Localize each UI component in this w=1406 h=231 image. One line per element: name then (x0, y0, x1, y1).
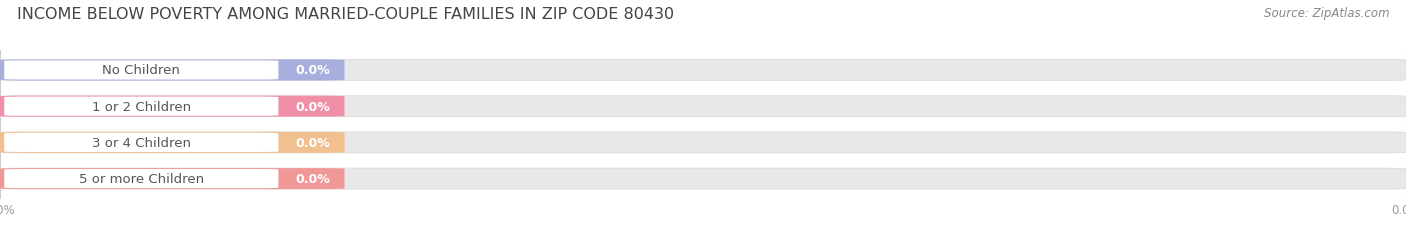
Text: 0.0%: 0.0% (295, 136, 330, 149)
Text: 0.0%: 0.0% (295, 100, 330, 113)
Text: INCOME BELOW POVERTY AMONG MARRIED-COUPLE FAMILIES IN ZIP CODE 80430: INCOME BELOW POVERTY AMONG MARRIED-COUPL… (17, 7, 673, 22)
FancyBboxPatch shape (4, 61, 278, 80)
FancyBboxPatch shape (4, 97, 278, 116)
FancyBboxPatch shape (4, 169, 278, 188)
FancyBboxPatch shape (0, 168, 1406, 189)
FancyBboxPatch shape (0, 60, 1406, 81)
FancyBboxPatch shape (4, 133, 278, 152)
Text: No Children: No Children (103, 64, 180, 77)
FancyBboxPatch shape (0, 96, 1406, 117)
Text: 3 or 4 Children: 3 or 4 Children (91, 136, 191, 149)
Text: 5 or more Children: 5 or more Children (79, 172, 204, 185)
FancyBboxPatch shape (0, 132, 1406, 153)
Text: 0.0%: 0.0% (295, 172, 330, 185)
Text: Source: ZipAtlas.com: Source: ZipAtlas.com (1264, 7, 1389, 20)
FancyBboxPatch shape (0, 132, 344, 153)
FancyBboxPatch shape (0, 96, 344, 117)
FancyBboxPatch shape (0, 60, 344, 81)
Text: 0.0%: 0.0% (295, 64, 330, 77)
FancyBboxPatch shape (0, 168, 344, 189)
Text: 1 or 2 Children: 1 or 2 Children (91, 100, 191, 113)
